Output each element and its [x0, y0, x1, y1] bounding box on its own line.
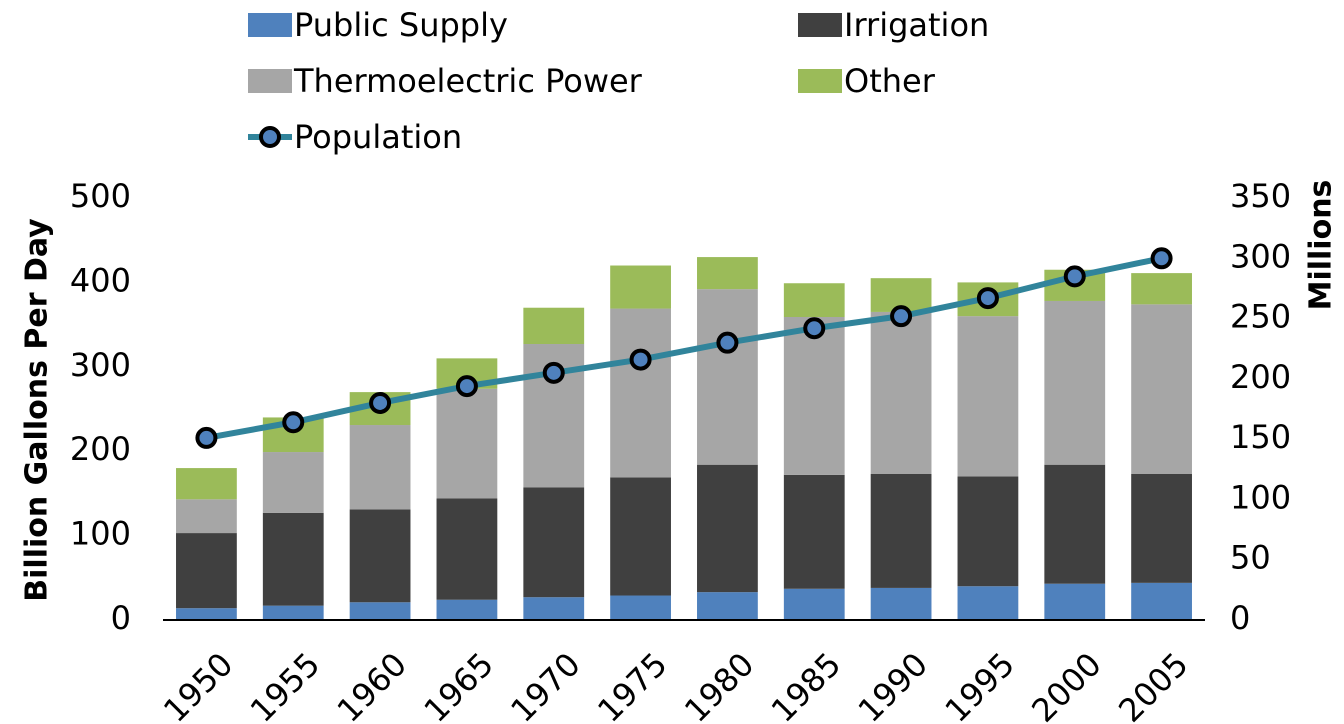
bar-segment	[1044, 464, 1106, 584]
population-marker	[1150, 247, 1173, 270]
bar-segment	[1131, 304, 1192, 474]
x-tick-label: 2005	[1111, 645, 1195, 724]
bar-segment	[870, 587, 932, 620]
y-tick-label: 300	[70, 346, 131, 384]
bar-segment	[349, 425, 411, 510]
y2-tick-label: 350	[1230, 177, 1291, 215]
x-tick-label: 1970	[503, 645, 587, 724]
population-marker	[890, 305, 913, 328]
bar-segment	[1131, 273, 1192, 305]
x-tick-label: 1965	[416, 645, 500, 724]
legend-swatch	[798, 69, 842, 93]
x-tick-label: 1960	[330, 645, 414, 724]
bar-segment	[436, 599, 498, 620]
x-tick-label: 1985	[764, 645, 848, 724]
x-tick-label: 1990	[851, 645, 935, 724]
population-marker	[369, 391, 392, 414]
bar-segment	[697, 257, 758, 290]
bar-segment	[957, 586, 1019, 620]
legend-label: Population	[294, 118, 462, 156]
y2-tick-label: 200	[1230, 358, 1291, 396]
legend-label: Irrigation	[844, 6, 989, 44]
y-tick-label: 100	[70, 515, 131, 553]
bar-segment	[783, 474, 845, 589]
legend-label: Thermoelectric Power	[293, 62, 643, 100]
legend-swatch	[248, 13, 292, 37]
bar-segment	[870, 473, 932, 588]
x-tick-label: 1995	[937, 645, 1021, 724]
y2-tick-label: 100	[1230, 478, 1291, 516]
bar-segment	[176, 608, 237, 620]
bar-segment	[349, 509, 411, 603]
legend-label: Public Supply	[294, 6, 508, 44]
bar-segment	[957, 476, 1019, 587]
bar-segment	[610, 595, 671, 620]
y-tick-label: 400	[70, 261, 131, 299]
bar-segment	[1131, 582, 1192, 620]
bar-segment	[523, 487, 585, 598]
y2-tick-label: 0	[1230, 599, 1250, 637]
bar-segment	[349, 602, 411, 620]
bar-segment	[610, 265, 671, 309]
population-marker	[803, 317, 826, 340]
bar-segment	[783, 588, 845, 620]
bar-segment	[697, 289, 758, 465]
population-marker	[629, 348, 652, 371]
legend-label: Other	[844, 62, 936, 100]
bar-segment	[870, 311, 932, 474]
legend-marker	[259, 126, 281, 148]
bar-segment	[1044, 300, 1106, 465]
bar-segment	[436, 498, 498, 600]
legend-swatch	[798, 13, 842, 37]
population-marker	[976, 287, 999, 310]
bar-segment	[523, 307, 585, 345]
population-marker	[282, 411, 305, 434]
bar-segment	[176, 468, 237, 500]
bar-segment	[783, 283, 845, 318]
population-marker	[455, 375, 478, 398]
x-tick-label: 1955	[243, 645, 327, 724]
bar-segment	[697, 464, 758, 593]
x-tick-label: 2000	[1024, 645, 1108, 724]
bar-segment	[436, 388, 498, 499]
bar-segment	[697, 592, 758, 620]
bar-segment	[262, 452, 324, 513]
bar-segment	[957, 316, 1019, 477]
x-tick-label: 1980	[677, 645, 761, 724]
legend-swatch	[248, 69, 292, 93]
bar-segment	[610, 477, 671, 596]
bar-segment	[610, 308, 671, 478]
bar-segment	[262, 512, 324, 606]
y-tick-label: 200	[70, 430, 131, 468]
y-axis-title: Billion Gallons Per Day	[20, 218, 55, 602]
y-tick-label: 500	[70, 177, 131, 215]
population-marker	[542, 361, 565, 384]
bar-segment	[176, 499, 237, 534]
population-line	[205, 255, 1163, 441]
y-tick-label: 0	[111, 599, 131, 637]
y2-tick-label: 150	[1230, 418, 1291, 456]
population-marker	[195, 426, 218, 449]
x-tick-label: 1975	[590, 645, 674, 724]
bar-segment	[523, 597, 585, 620]
bar-segment	[262, 605, 324, 620]
y2-tick-label: 250	[1230, 298, 1291, 336]
population-marker	[716, 331, 739, 354]
y2-tick-label: 50	[1230, 539, 1271, 577]
x-tick-label: 1950	[156, 645, 240, 724]
bar-segment	[176, 533, 237, 609]
y2-tick-label: 300	[1230, 237, 1291, 275]
bar-segment	[783, 317, 845, 475]
bar-segment	[1044, 583, 1106, 620]
y2-axis-title: Millions	[1304, 180, 1339, 311]
population-marker	[1063, 265, 1086, 288]
bar-segment	[1131, 473, 1192, 583]
